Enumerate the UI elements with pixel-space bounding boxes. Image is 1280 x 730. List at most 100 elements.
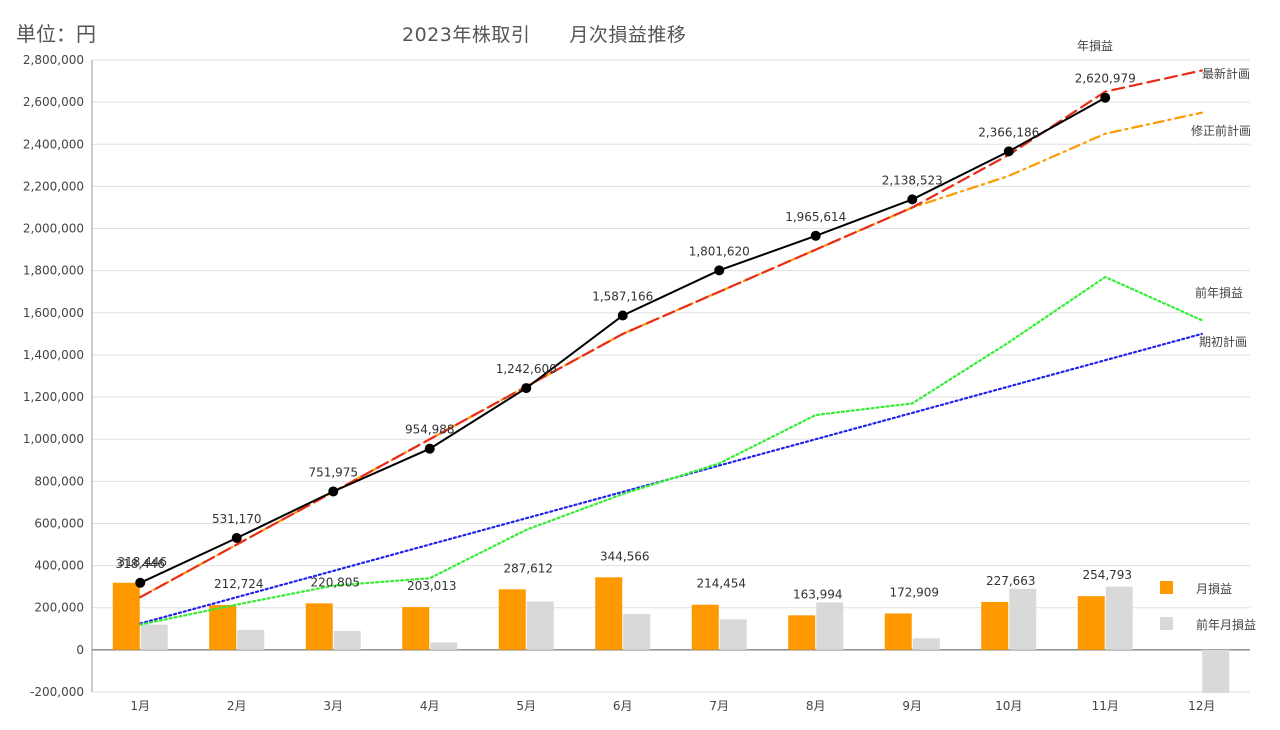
line-年損益	[139, 96, 1107, 584]
line-最新計画	[139, 69, 1203, 599]
data-label-月損益: 318,446	[117, 555, 167, 569]
data-label-年損益: 2,620,979	[1075, 72, 1136, 86]
legend-label: 修正前計画	[1191, 123, 1251, 138]
data-label-月損益: 220,805	[310, 575, 360, 589]
point-年損益	[231, 532, 242, 543]
bar-前年月損益	[333, 630, 361, 650]
legend-swatch	[1160, 581, 1173, 594]
data-label-年損益: 954,988	[405, 423, 455, 437]
bar-月損益	[1077, 596, 1105, 650]
bar-前年月損益	[912, 638, 940, 650]
labels-layer: 318,446 531,170 751,975 954,988 1,242,600 1,5…	[115, 72, 1135, 602]
bar-月損益	[305, 603, 333, 650]
point-年損益	[135, 577, 146, 588]
data-label-年損益: 1,587,166	[592, 290, 653, 304]
point-年損益	[714, 265, 725, 276]
y-tick-label: 0	[76, 643, 84, 657]
x-tick-label: 11月	[1092, 699, 1119, 713]
legend-label: 月損益	[1196, 581, 1232, 596]
bar-前年月損益	[719, 619, 747, 650]
data-label-年損益: 531,170	[212, 512, 262, 526]
bar-月損益	[788, 615, 816, 650]
data-label-月損益: 212,724	[214, 577, 264, 591]
point-年損益	[1100, 92, 1111, 103]
data-label-月損益: 287,612	[503, 561, 553, 575]
y-tick-label: 800,000	[34, 474, 84, 488]
data-label-年損益: 318,446	[115, 557, 165, 571]
bar-月損益	[595, 577, 623, 650]
legend-label: 最新計画	[1202, 66, 1250, 81]
x-tick-label: 4月	[420, 699, 440, 713]
data-label-年損益: 2,138,523	[882, 173, 943, 187]
bar-前年月損益	[816, 602, 844, 650]
legend-swatch	[1160, 617, 1173, 630]
data-label-年損益: 2,366,186	[978, 125, 1039, 139]
point-年損益	[424, 443, 435, 454]
unit-label: 単位：円	[16, 22, 96, 46]
data-label-月損益: 163,994	[793, 587, 843, 601]
data-label-年損益: 1,242,600	[496, 362, 557, 376]
legend-label: 期初計画	[1199, 334, 1247, 349]
bar-月損益	[402, 607, 430, 650]
bar-前年月損益	[1105, 586, 1133, 650]
chart-title: 2023年株取引 月次損益推移	[402, 24, 687, 46]
data-label-月損益: 172,909	[889, 585, 939, 599]
legend-label: 前年月損益	[1196, 617, 1256, 632]
markers-layer	[135, 92, 1111, 588]
legend-label: 前年損益	[1195, 285, 1243, 300]
bar-月損益	[884, 613, 912, 650]
data-label-年損益: 1,801,620	[689, 244, 750, 258]
y-tick-label: 1,400,000	[23, 348, 84, 362]
data-label-年損益: 751,975	[308, 465, 358, 479]
x-tick-label: 7月	[709, 699, 729, 713]
legend-label: 年損益	[1077, 38, 1113, 53]
y-tick-label: 2,400,000	[23, 137, 84, 151]
bar-月損益	[498, 589, 526, 650]
x-tick-label: 12月	[1188, 699, 1215, 713]
grid-layer: -200,000 0 200,000 400,000 600,000 800,000 1,0…	[23, 53, 1250, 713]
data-label-年損益: 1,965,614	[785, 210, 846, 224]
y-tick-label: 2,600,000	[23, 95, 84, 109]
lines-layer	[139, 69, 1203, 626]
bar-月損益	[691, 604, 719, 650]
y-tick-label: 1,600,000	[23, 306, 84, 320]
x-tick-label: 2月	[227, 699, 247, 713]
bars-layer	[112, 577, 1230, 694]
x-tick-label: 9月	[902, 699, 922, 713]
data-label-月損益: 344,566	[600, 549, 650, 563]
x-tick-label: 1月	[130, 699, 150, 713]
x-tick-label: 8月	[806, 699, 826, 713]
point-年損益	[1003, 146, 1014, 157]
y-tick-label: 1,200,000	[23, 390, 84, 404]
x-tick-label: 6月	[613, 699, 633, 713]
bar-前年月損益	[430, 642, 458, 650]
bar-前年月損益	[526, 601, 554, 650]
y-tick-label: 2,000,000	[23, 222, 84, 236]
bar-月損益	[981, 601, 1009, 650]
y-tick-label: 2,200,000	[23, 179, 84, 193]
y-tick-label: 600,000	[34, 516, 84, 530]
point-年損益	[521, 383, 532, 394]
data-label-月損益: 227,663	[986, 574, 1036, 588]
bar-前年月損益	[1202, 649, 1230, 694]
bar-月損益	[209, 605, 237, 650]
y-tick-label: 1,000,000	[23, 432, 84, 446]
x-tick-label: 3月	[323, 699, 343, 713]
bar-前年月損益	[237, 629, 265, 650]
point-年損益	[328, 486, 339, 497]
line-前年損益	[139, 275, 1203, 626]
data-label-月損益: 203,013	[407, 579, 457, 593]
x-tick-label: 10月	[995, 699, 1022, 713]
data-label-月損益: 254,793	[1082, 568, 1132, 582]
point-年損益	[810, 230, 821, 241]
bar-前年月損益	[140, 624, 168, 650]
point-年損益	[907, 194, 918, 205]
y-tick-label: 400,000	[34, 559, 84, 573]
bar-月損益	[112, 582, 140, 650]
y-tick-label: -200,000	[30, 685, 84, 699]
y-tick-label: 1,800,000	[23, 264, 84, 278]
y-tick-label: 2,800,000	[23, 53, 84, 67]
bar-前年月損益	[1009, 588, 1037, 650]
